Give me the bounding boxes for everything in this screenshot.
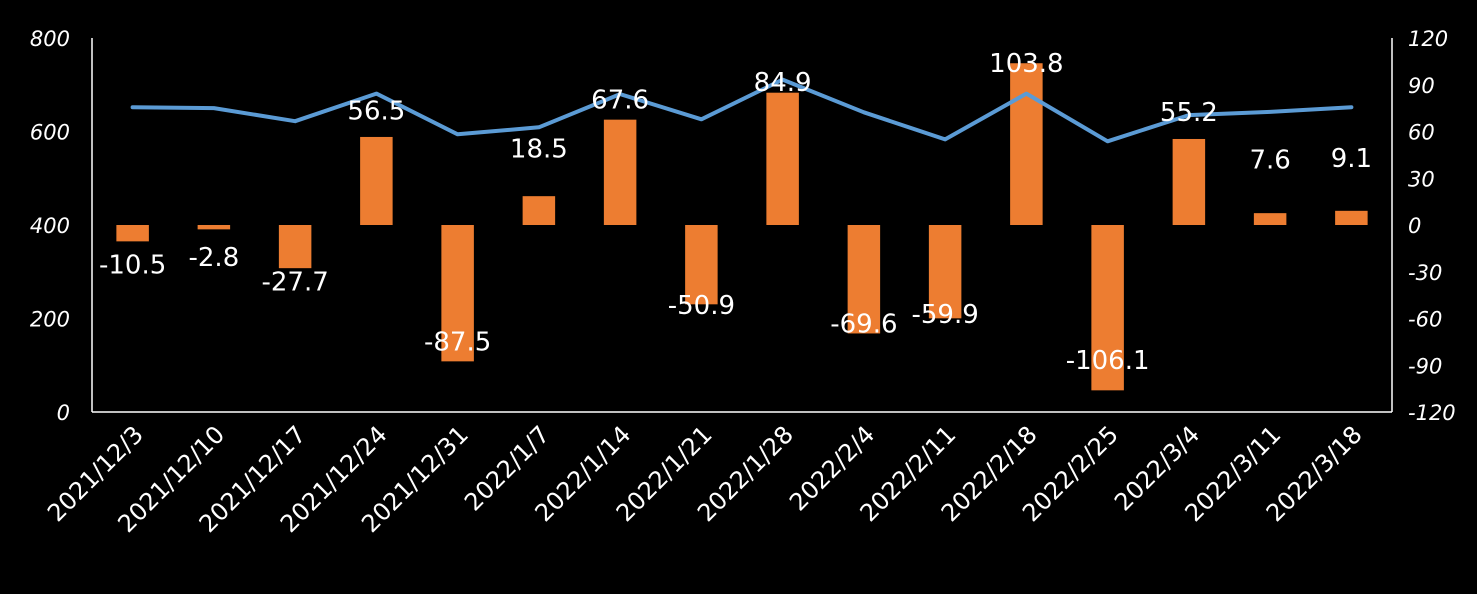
- data-label: -59.9: [911, 300, 978, 330]
- bar: [1172, 138, 1206, 225]
- line-series: [130, 77, 1354, 144]
- data-label: -69.6: [830, 310, 897, 340]
- right-tick-label: -30: [1408, 261, 1442, 285]
- data-label: 55.2: [1160, 98, 1218, 128]
- axes: [91, 38, 1393, 413]
- bar: [360, 136, 393, 225]
- bar: [1335, 210, 1368, 225]
- bar: [1091, 225, 1124, 391]
- left-tick-label: 800: [30, 27, 70, 51]
- bar: [441, 225, 474, 362]
- bar: [1010, 63, 1043, 226]
- data-label: -87.5: [424, 328, 491, 358]
- right-tick-label: 0: [1408, 214, 1421, 238]
- data-label: 7.6: [1249, 145, 1290, 175]
- bar: [603, 119, 637, 225]
- data-labels: -10.5 -2.8 -27.7 56.5 -87.5 18.5 67.6 -50.9 84.9…: [99, 49, 1372, 376]
- data-label: 103.8: [989, 49, 1063, 79]
- right-tick-label: 90: [1408, 74, 1435, 98]
- data-label: 84.9: [754, 68, 812, 98]
- right-tick-label: -120: [1408, 401, 1456, 425]
- left-tick-label: 0: [57, 401, 70, 425]
- bar: [847, 225, 881, 334]
- bar: [522, 196, 556, 225]
- right-tick-label: 60: [1408, 121, 1435, 145]
- left-tick-label: 400: [30, 214, 70, 238]
- bar: [1253, 213, 1287, 225]
- data-label: -10.5: [99, 251, 166, 281]
- data-label: -50.9: [668, 291, 735, 321]
- line-path: [130, 77, 1354, 144]
- data-label: 18.5: [510, 135, 568, 165]
- bar: [928, 225, 962, 319]
- right-tick-label: 120: [1408, 27, 1448, 51]
- bar: [278, 225, 312, 269]
- data-label: -27.7: [261, 268, 328, 298]
- right-tick-label: -90: [1408, 354, 1442, 378]
- bar-series: [116, 63, 1368, 391]
- bar: [197, 225, 231, 230]
- tick-labels: 80060040020001209060300-30-60-90-1202021…: [30, 27, 1456, 538]
- bar: [116, 225, 149, 242]
- left-tick-label: 600: [30, 121, 70, 145]
- data-label: -2.8: [189, 243, 240, 273]
- bar: [685, 225, 718, 305]
- data-label: 56.5: [347, 97, 405, 127]
- right-tick-label: 30: [1408, 167, 1435, 191]
- left-tick-label: 200: [30, 308, 70, 332]
- data-label: 9.1: [1331, 144, 1372, 174]
- data-label: 67.6: [591, 85, 649, 115]
- right-tick-label: -60: [1408, 308, 1442, 332]
- data-label: -106.1: [1066, 346, 1150, 376]
- bar: [766, 92, 799, 225]
